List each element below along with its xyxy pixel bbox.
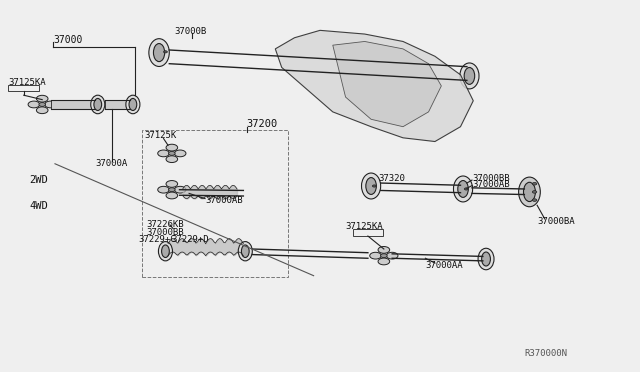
Text: 37320: 37320 [379, 174, 406, 183]
Text: 37000AB: 37000AB [205, 196, 243, 205]
Text: 4WD: 4WD [29, 201, 48, 211]
Ellipse shape [381, 254, 387, 257]
Bar [51, 100, 95, 109]
Ellipse shape [465, 188, 468, 190]
Ellipse shape [174, 186, 186, 193]
Ellipse shape [166, 156, 178, 163]
Ellipse shape [166, 144, 178, 151]
Ellipse shape [157, 186, 170, 193]
Ellipse shape [36, 107, 48, 113]
Ellipse shape [464, 67, 475, 84]
Ellipse shape [94, 99, 102, 110]
Ellipse shape [168, 151, 175, 155]
Text: 37000BB: 37000BB [472, 174, 509, 183]
Text: 37125KA: 37125KA [346, 222, 383, 231]
Bar [143, 131, 288, 277]
Text: 37000A: 37000A [95, 159, 127, 168]
Ellipse shape [370, 252, 381, 259]
Ellipse shape [478, 248, 494, 270]
Ellipse shape [362, 173, 381, 199]
Ellipse shape [157, 150, 170, 157]
Text: R370000N: R370000N [524, 349, 567, 358]
Ellipse shape [28, 101, 40, 108]
Text: 37000B: 37000B [174, 26, 207, 36]
Ellipse shape [161, 245, 170, 257]
Text: 37226KB: 37226KB [147, 221, 184, 230]
Text: 2WD: 2WD [29, 176, 48, 185]
Text: 37000AB: 37000AB [472, 180, 509, 189]
Ellipse shape [36, 95, 48, 102]
Ellipse shape [532, 199, 537, 201]
Ellipse shape [39, 103, 45, 106]
Ellipse shape [126, 95, 140, 114]
Text: 37000BB: 37000BB [147, 228, 184, 237]
Ellipse shape [129, 99, 137, 110]
Ellipse shape [482, 252, 490, 266]
Polygon shape [333, 41, 442, 127]
Ellipse shape [241, 245, 249, 257]
Ellipse shape [532, 183, 537, 185]
Ellipse shape [149, 39, 170, 67]
Text: 37000AA: 37000AA [426, 261, 463, 270]
Text: 37229+C: 37229+C [138, 235, 175, 244]
Ellipse shape [159, 241, 173, 261]
Bar [8, 85, 39, 92]
Text: 37200: 37200 [246, 119, 278, 129]
Bar [105, 100, 131, 109]
Ellipse shape [458, 180, 468, 198]
Ellipse shape [524, 182, 536, 202]
Bar [353, 230, 383, 236]
Ellipse shape [532, 190, 537, 193]
Ellipse shape [168, 188, 175, 192]
Ellipse shape [387, 252, 398, 259]
Ellipse shape [45, 101, 56, 108]
Text: 37000: 37000 [53, 35, 83, 45]
Text: 37125K: 37125K [145, 131, 177, 141]
Ellipse shape [460, 63, 479, 89]
Ellipse shape [378, 258, 390, 265]
Ellipse shape [378, 247, 390, 253]
Ellipse shape [166, 180, 178, 187]
Text: 37229+D: 37229+D [172, 235, 209, 244]
Text: 37000BA: 37000BA [537, 217, 575, 226]
Polygon shape [275, 31, 473, 141]
Ellipse shape [164, 51, 168, 53]
Ellipse shape [154, 44, 164, 62]
Text: 37125KA: 37125KA [8, 78, 46, 87]
Ellipse shape [238, 241, 252, 261]
Ellipse shape [372, 185, 376, 187]
Ellipse shape [518, 177, 540, 207]
Ellipse shape [166, 192, 178, 199]
Ellipse shape [366, 177, 376, 195]
Ellipse shape [174, 150, 186, 157]
Ellipse shape [454, 176, 472, 202]
Ellipse shape [91, 95, 105, 114]
